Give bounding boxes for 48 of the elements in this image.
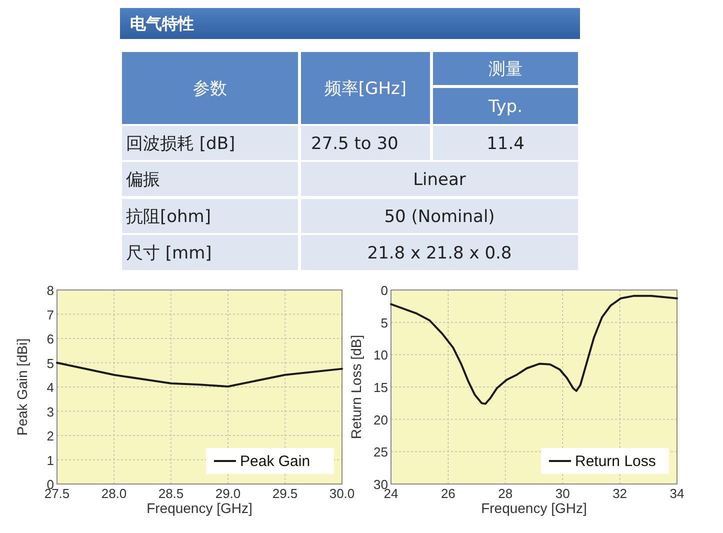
cell: 偏振 bbox=[126, 170, 160, 190]
title: 电气特性 bbox=[130, 14, 194, 33]
x-axis-title: Frequency [GHz] bbox=[146, 500, 252, 516]
cell: 测量 bbox=[488, 60, 522, 80]
cell: 回波损耗 [dB] bbox=[126, 134, 236, 154]
y-tick-label: 0 bbox=[380, 283, 388, 298]
cell: Linear bbox=[413, 170, 466, 190]
y-tick-label: 10 bbox=[374, 348, 388, 363]
y-tick-label: 1 bbox=[46, 452, 54, 468]
y-tick-label: 3 bbox=[46, 404, 54, 420]
y-tick-label: 20 bbox=[374, 412, 388, 428]
x-tick-label: 32 bbox=[612, 486, 628, 501]
cell: 27.5 to 30 bbox=[311, 134, 398, 154]
x-tick-label: 29.5 bbox=[272, 486, 298, 501]
y-tick-label: 8 bbox=[46, 283, 54, 298]
y-tick-label: 5 bbox=[46, 356, 54, 371]
x-tick-label: 34 bbox=[670, 486, 684, 501]
legend-label: Return Loss bbox=[575, 453, 656, 470]
x-tick-label: 26 bbox=[440, 486, 456, 501]
y-tick-label: 25 bbox=[374, 444, 388, 460]
legend-label: Peak Gain bbox=[240, 453, 310, 470]
x-tick-label: 30 bbox=[555, 486, 570, 501]
y-axis-title: Peak Gain [dBi] bbox=[14, 338, 30, 436]
cell: 尺寸 [mm] bbox=[126, 244, 212, 264]
x-tick-label: 28.0 bbox=[101, 486, 127, 501]
x-tick-label: 28.5 bbox=[158, 486, 184, 501]
y-tick-label: 6 bbox=[46, 332, 54, 346]
y-tick-label: 15 bbox=[374, 380, 388, 395]
x-tick-label: 30.0 bbox=[329, 486, 355, 501]
x-tick-label: 28 bbox=[498, 486, 513, 501]
line-series bbox=[390, 294, 678, 405]
cell: 11.4 bbox=[486, 134, 524, 154]
legend: Return Loss bbox=[541, 448, 669, 474]
y-tick-label: 2 bbox=[46, 428, 54, 444]
cell: Typ. bbox=[488, 97, 522, 117]
x-axis-title: Frequency [GHz] bbox=[481, 500, 587, 516]
cell: 抗阻[ohm] bbox=[126, 207, 211, 227]
cell: 21.8 x 21.8 x 0.8 bbox=[367, 244, 512, 264]
y-tick-label: 7 bbox=[46, 307, 54, 322]
y-tick-label: 4 bbox=[46, 380, 54, 395]
y-tick-label: 5 bbox=[380, 315, 388, 330]
line-series bbox=[56, 362, 343, 388]
legend: Peak Gain bbox=[206, 448, 334, 474]
cell: 50 (Nominal) bbox=[384, 207, 495, 227]
cell: 参数 bbox=[193, 79, 227, 99]
cell: 频率[GHz] bbox=[324, 79, 407, 99]
y-axis-title: Return Loss [dB] bbox=[348, 334, 364, 440]
x-tick-label: 29.0 bbox=[215, 486, 241, 501]
